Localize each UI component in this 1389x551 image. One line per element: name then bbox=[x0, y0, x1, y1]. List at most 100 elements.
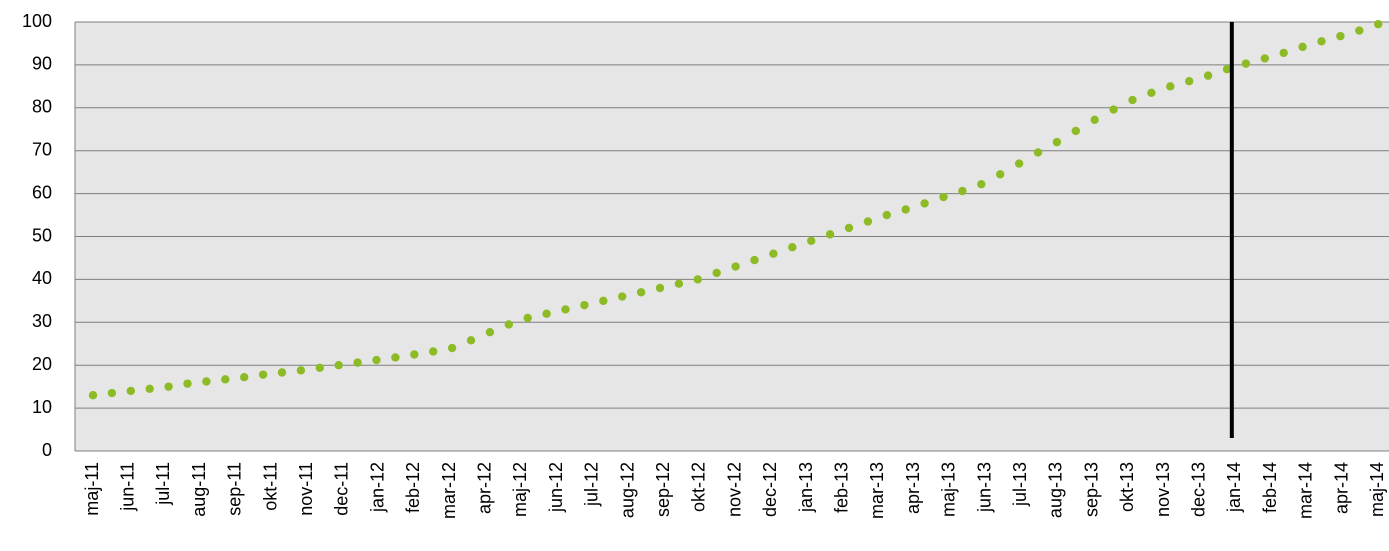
data-dot bbox=[353, 358, 362, 367]
data-dot bbox=[1052, 137, 1062, 147]
x-tick-label: apr-12 bbox=[474, 462, 494, 514]
data-dot bbox=[901, 205, 910, 214]
data-dot bbox=[655, 283, 665, 293]
data-dot bbox=[580, 300, 589, 310]
data-dot bbox=[1298, 42, 1307, 52]
data-dot bbox=[183, 379, 192, 388]
x-tick-label: mar-14 bbox=[1296, 462, 1316, 519]
data-dot bbox=[334, 361, 343, 370]
x-tick-label: feb-14 bbox=[1260, 462, 1280, 513]
x-tick-label: dec-13 bbox=[1188, 462, 1208, 517]
y-tick-label: 30 bbox=[32, 311, 52, 331]
data-dot bbox=[315, 363, 324, 372]
y-tick-label: 80 bbox=[32, 97, 52, 117]
x-tick-label: sep-13 bbox=[1081, 462, 1101, 517]
x-tick-label: jul-12 bbox=[582, 462, 602, 507]
data-dot bbox=[126, 386, 135, 396]
x-tick-label: feb-12 bbox=[403, 462, 423, 513]
y-tick-label: 20 bbox=[32, 354, 52, 374]
data-dot bbox=[164, 382, 173, 391]
data-dot bbox=[807, 236, 816, 245]
data-dot bbox=[504, 320, 513, 329]
data-dot bbox=[1374, 19, 1383, 29]
x-tick-label: aug-11 bbox=[189, 462, 209, 517]
x-tick-label: sep-11 bbox=[225, 462, 245, 516]
y-tick-label: 10 bbox=[32, 397, 52, 417]
data-dot bbox=[391, 353, 400, 362]
x-tick-label: feb-13 bbox=[831, 462, 851, 513]
x-tick-label: mar-13 bbox=[867, 462, 887, 519]
x-tick-label: jun-12 bbox=[546, 462, 566, 513]
data-dot bbox=[410, 350, 419, 359]
data-dot bbox=[674, 279, 684, 288]
x-tick-label: dec-11 bbox=[332, 462, 352, 516]
data-dot bbox=[1260, 54, 1270, 63]
data-dot bbox=[1109, 105, 1118, 114]
data-dot bbox=[258, 370, 268, 379]
data-dot bbox=[1147, 88, 1156, 97]
data-dot bbox=[542, 309, 551, 318]
y-tick-label: 50 bbox=[32, 225, 52, 245]
x-tick-label: okt-11 bbox=[260, 462, 280, 511]
x-tick-label: apr-13 bbox=[903, 462, 923, 514]
x-tick-label: dec-12 bbox=[760, 462, 780, 517]
x-tick-label: maj-14 bbox=[1367, 462, 1387, 517]
x-tick-label: nov-13 bbox=[1153, 462, 1173, 517]
data-dot bbox=[1185, 77, 1194, 86]
x-tick-label: jan-13 bbox=[796, 462, 816, 513]
x-tick-label: maj-12 bbox=[510, 462, 530, 517]
data-dot bbox=[750, 255, 759, 265]
x-tick-label: okt-13 bbox=[1117, 462, 1137, 512]
x-tick-label: apr-14 bbox=[1331, 462, 1351, 514]
data-dot bbox=[296, 366, 306, 375]
data-dot bbox=[977, 179, 986, 189]
data-dot bbox=[240, 373, 249, 382]
data-dot bbox=[1166, 82, 1175, 91]
data-dot bbox=[145, 384, 154, 393]
data-dot bbox=[1090, 115, 1099, 125]
data-dot bbox=[447, 343, 457, 353]
y-tick-label: 70 bbox=[32, 139, 52, 159]
x-tick-label: jul-13 bbox=[1010, 462, 1030, 507]
data-dot bbox=[466, 336, 476, 345]
x-tick-label: jun-11 bbox=[117, 462, 137, 512]
data-dot bbox=[1355, 26, 1364, 35]
data-dot bbox=[1336, 31, 1345, 41]
data-dot bbox=[1279, 48, 1288, 58]
data-dot bbox=[202, 377, 211, 386]
data-dot bbox=[88, 391, 98, 400]
data-dot bbox=[107, 388, 117, 398]
data-dot bbox=[1128, 95, 1137, 105]
x-tick-label: nov-11 bbox=[296, 462, 316, 516]
data-dot bbox=[1317, 37, 1326, 46]
x-tick-label: nov-12 bbox=[724, 462, 744, 517]
data-dot bbox=[561, 305, 570, 314]
data-dot bbox=[1033, 148, 1043, 157]
data-dot bbox=[1241, 59, 1251, 68]
x-tick-label: aug-12 bbox=[617, 462, 637, 518]
y-tick-label: 40 bbox=[32, 268, 52, 288]
data-dot bbox=[636, 288, 646, 297]
data-dot bbox=[221, 375, 230, 384]
data-dot bbox=[372, 355, 381, 365]
data-dot bbox=[788, 243, 797, 252]
data-dot bbox=[920, 199, 929, 208]
data-dot bbox=[1222, 64, 1232, 74]
data-dot bbox=[523, 313, 532, 323]
data-dot bbox=[939, 192, 948, 202]
x-tick-label: aug-13 bbox=[1046, 462, 1066, 518]
x-tick-label: mar-12 bbox=[439, 462, 459, 519]
x-tick-label: jul-11 bbox=[153, 462, 173, 506]
data-dot bbox=[485, 327, 495, 337]
y-tick-label: 90 bbox=[32, 54, 52, 74]
x-tick-label: sep-12 bbox=[653, 462, 673, 517]
y-tick-label: 0 bbox=[42, 440, 52, 460]
data-dot bbox=[429, 347, 438, 356]
data-dot bbox=[769, 249, 778, 258]
data-dot bbox=[863, 217, 873, 226]
data-dot bbox=[618, 292, 627, 301]
y-tick-label: 60 bbox=[32, 182, 52, 202]
x-tick-label: okt-12 bbox=[689, 462, 709, 512]
